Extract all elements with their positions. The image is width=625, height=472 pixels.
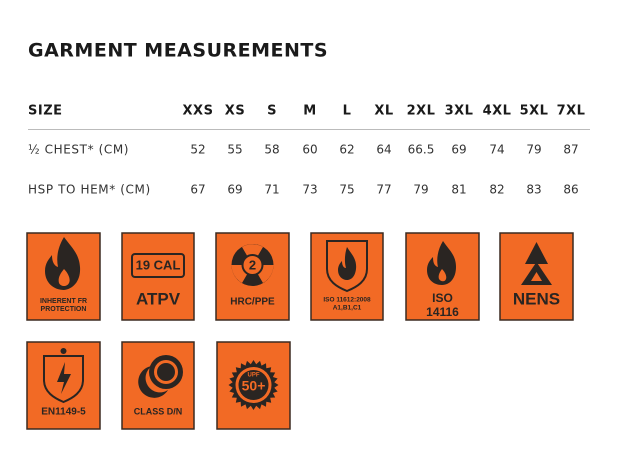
title: GARMENT MEASUREMENTS — [28, 40, 328, 62]
header-cell: L — [343, 104, 352, 119]
cell: 69 — [227, 183, 242, 197]
badge-label: CLASS D/N — [134, 406, 183, 416]
badge: 2 HRC/PPE — [215, 232, 290, 321]
cell: 74 — [489, 143, 504, 157]
cell: 55 — [227, 143, 242, 157]
badge-label: A1,B1,C1 — [333, 305, 362, 312]
badge-label: INHERENT FR — [40, 298, 87, 305]
badge-label: 50+ — [242, 378, 266, 394]
badge-label: NENS — [513, 289, 560, 308]
badge: INHERENT FR PROTECTION — [26, 232, 101, 321]
header-cell: 4XL — [483, 104, 512, 119]
badge-label: ISO — [432, 291, 453, 305]
badge-icon — [45, 237, 81, 290]
badge-label: UPF — [248, 373, 260, 379]
cell: 81 — [451, 183, 466, 197]
header-cell: 2XL — [407, 104, 436, 119]
header-cell: SIZE — [28, 104, 63, 119]
badge-icon — [157, 363, 175, 381]
cell: 58 — [264, 143, 279, 157]
cell: 75 — [339, 183, 354, 197]
cell: 79 — [526, 143, 541, 157]
header-cell: 5XL — [520, 104, 549, 119]
header-cell: XXS — [183, 104, 214, 119]
badge-icon — [238, 370, 269, 400]
badge-icon — [43, 355, 84, 404]
badge-label: HRC/PPE — [230, 297, 275, 308]
row-label: ½ CHEST* (CM) — [28, 143, 129, 157]
badge-icon — [131, 253, 185, 278]
cell: 69 — [451, 143, 466, 157]
row-label: HSP TO HEM* (CM) — [28, 183, 151, 197]
badge-label: 2 — [249, 257, 256, 272]
header-cell: M — [303, 104, 316, 119]
header-cell: 3XL — [445, 104, 474, 119]
badge: UPF 50+ — [216, 341, 291, 430]
header-cell: S — [267, 104, 277, 119]
cell: 71 — [264, 183, 279, 197]
badge-icon — [57, 362, 71, 394]
badge-icon — [138, 366, 168, 398]
badge-label: 14116 — [426, 305, 459, 319]
badge-label: 19 CAL — [136, 257, 181, 272]
badge: 19 CAL ATPV — [121, 232, 195, 321]
badge-label: PROTECTION — [41, 306, 87, 313]
header-cell: 7XL — [557, 104, 586, 119]
cell: 82 — [489, 183, 504, 197]
table: SIZE XXS XS S M L XL 2XL 3XL 4XL 5XL 7XL ½ CHEST* (C… — [28, 104, 585, 197]
badge-icon — [531, 272, 542, 281]
badge: ISO 11612:2008 A1,B1,C1 — [310, 232, 384, 321]
cell: 79 — [413, 183, 428, 197]
cell: 87 — [563, 143, 578, 157]
cell: 62 — [339, 143, 354, 157]
badge-icon — [427, 241, 456, 285]
cell: 66.5 — [408, 143, 435, 157]
cell: 77 — [376, 183, 391, 197]
badge: ISO 14116 — [405, 232, 480, 321]
cell: 86 — [563, 183, 578, 197]
badge-icon — [525, 242, 548, 264]
cell: 64 — [376, 143, 391, 157]
cell: 73 — [302, 183, 317, 197]
badge-icon — [338, 247, 357, 280]
badge-label: EN1149-5 — [41, 407, 86, 418]
badge-icon — [241, 254, 264, 276]
badge: CLASS D/N — [121, 341, 195, 430]
badge: EN1149-5 — [26, 341, 101, 430]
cell: 52 — [190, 143, 205, 157]
cell: 60 — [302, 143, 317, 157]
badge-icon — [60, 348, 67, 354]
cell: 83 — [526, 183, 541, 197]
header-cell: XS — [225, 104, 245, 119]
badge-label: ISO 11612:2008 — [323, 297, 371, 304]
cell: 67 — [190, 183, 205, 197]
badge-label: ATPV — [136, 289, 181, 308]
header-cell: XL — [374, 104, 393, 119]
badge-icon — [326, 240, 368, 293]
badge: NENS — [499, 232, 574, 321]
